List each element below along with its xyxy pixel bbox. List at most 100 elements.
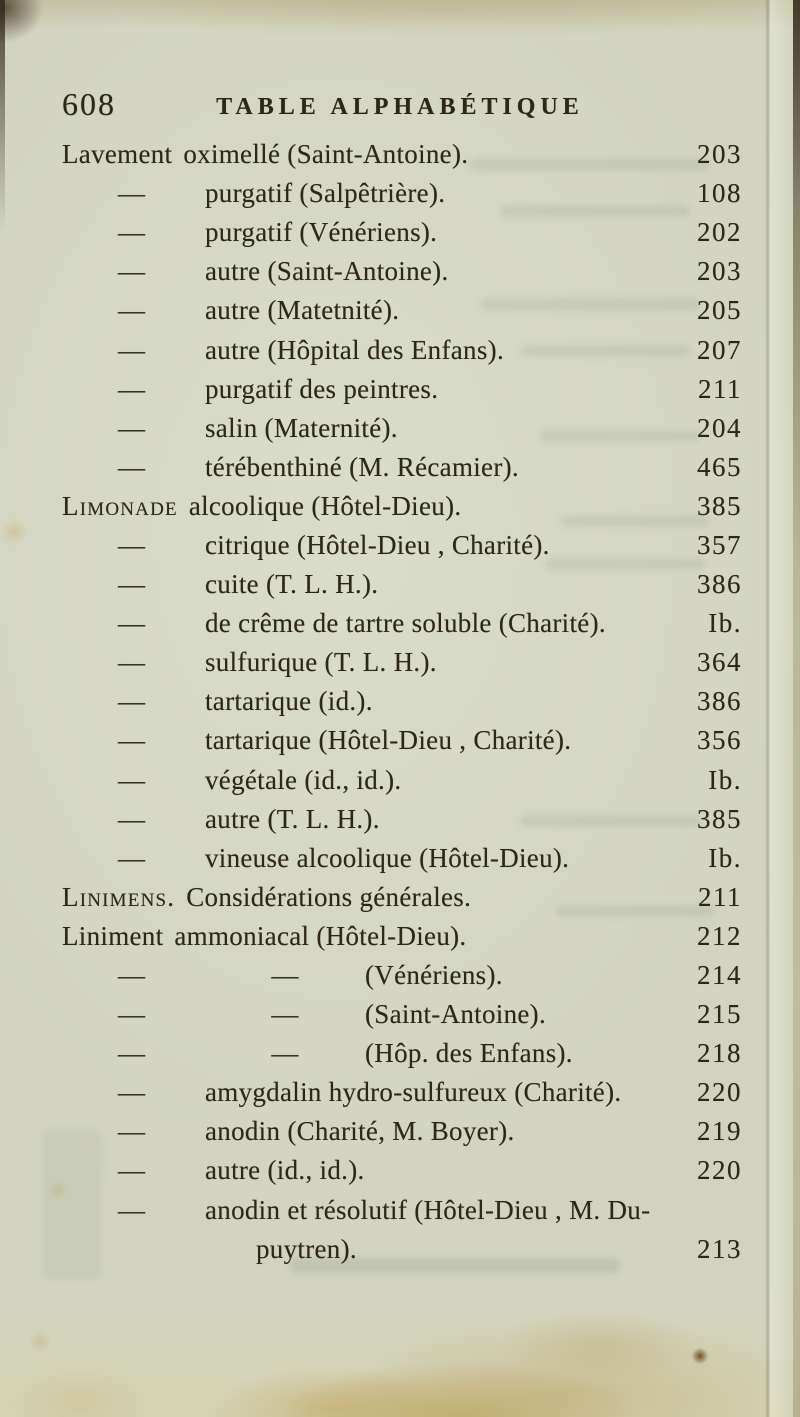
entry-text: végétale (id., id.). <box>205 764 402 795</box>
index-row: — sulfurique (T. L. H.). 364 <box>0 643 800 682</box>
entry-text: amygdalin hydro-sulfureux (Charité). <box>205 1077 622 1108</box>
entry-page-number: 356 <box>697 725 742 756</box>
index-row: Linimens. Considérations générales. 211 <box>0 878 800 917</box>
page-left-edge-shadow <box>0 0 5 230</box>
ditto-dash: — <box>118 295 146 326</box>
entry-page-number: 214 <box>697 960 742 991</box>
entry-text: salin (Maternité). <box>205 412 398 443</box>
entry-text: (Hôp. des Enfans). <box>365 1038 573 1069</box>
show-through-mark <box>470 158 710 171</box>
entry-text: térébenthiné (M. Récamier). <box>205 451 519 482</box>
index-row: — anodin (Charité, M. Boyer). 219 <box>0 1112 800 1151</box>
show-through-mark <box>520 815 700 827</box>
index-row: — amygdalin hydro-sulfureux (Charité). 220 <box>0 1073 800 1112</box>
page-right-edge-shadow <box>793 0 800 1417</box>
ditto-dash: — <box>118 960 146 991</box>
show-through-mark <box>500 205 690 217</box>
entry-page-number: Ib. <box>708 842 742 873</box>
ditto-dash: — <box>118 178 146 209</box>
entry-text: autre (T. L. H.). <box>205 803 380 834</box>
show-through-mark <box>560 515 710 527</box>
entry-text: citrique (Hôtel-Dieu , Charité). <box>205 529 550 560</box>
entry-text: cuite (T. L. H.). <box>205 569 379 600</box>
index-row: puytren). 213 <box>0 1230 800 1269</box>
entry-term: Limonade <box>62 490 178 521</box>
ditto-dash: — <box>271 1038 299 1069</box>
entry-page-number: 212 <box>697 920 742 951</box>
entry-page-number: Ib. <box>708 764 742 795</box>
index-row: — purgatif (Salpêtrière). 108 <box>0 174 800 213</box>
entry-page-number: 211 <box>698 373 742 404</box>
entry-text: anodin et résolutif (Hôtel-Dieu , M. Du- <box>205 1194 651 1225</box>
ditto-dash: — <box>118 764 146 795</box>
index-row: Lavement oximellé (Saint-Antoine). 203 <box>0 135 800 174</box>
index-row: — autre (Saint-Antoine). 203 <box>0 252 800 291</box>
ditto-dash: — <box>271 999 299 1030</box>
index-row: — tartarique (Hôtel-Dieu , Charité). 356 <box>0 721 800 760</box>
ditto-dash: — <box>118 1038 146 1069</box>
entry-text: purgatif des peintres. <box>205 373 439 404</box>
show-through-mark <box>545 558 705 570</box>
ditto-dash: — <box>271 960 299 991</box>
index-row: — térébenthiné (M. Récamier). 465 <box>0 448 800 487</box>
ditto-dash: — <box>118 1155 146 1186</box>
entry-text: autre (Matetnité). <box>205 295 400 326</box>
index-row: — tartarique (id.). 386 <box>0 682 800 721</box>
page-number: 608 <box>62 86 116 122</box>
entry-text: autre (Hôpital des Enfans). <box>205 334 504 365</box>
ditto-dash: — <box>118 1116 146 1147</box>
entry-text: ammoniacal (Hôtel-Dieu). <box>174 920 467 951</box>
ditto-dash: — <box>118 608 146 639</box>
entry-text: sulfurique (T. L. H.). <box>205 647 437 678</box>
entry-page-number: 108 <box>697 178 742 209</box>
ditto-dash: — <box>118 529 146 560</box>
index-row: — citrique (Hôtel-Dieu , Charité). 357 <box>0 526 800 565</box>
entry-page-number: 219 <box>697 1116 742 1147</box>
entry-page-number: 218 <box>697 1038 742 1069</box>
entry-text: autre (Saint-Antoine). <box>205 256 449 287</box>
entry-text: alcoolique (Hôtel-Dieu). <box>188 490 462 521</box>
ditto-dash: — <box>118 217 146 248</box>
entry-term: Lavement <box>62 139 173 170</box>
entry-page-number: 386 <box>697 569 742 600</box>
entry-text: tartarique (id.). <box>205 686 373 717</box>
ditto-dash: — <box>118 1194 146 1225</box>
entry-text: tartarique (Hôtel-Dieu , Charité). <box>205 725 572 756</box>
ditto-dash: — <box>118 999 146 1030</box>
entry-text: vineuse alcoolique (Hôtel-Dieu). <box>205 842 570 873</box>
entry-text: puytren). <box>256 1233 357 1264</box>
index-list: Lavement oximellé (Saint-Antoine). 203 — pur… <box>0 135 800 1269</box>
index-row: — autre (id., id.). 220 <box>0 1151 800 1190</box>
index-row: — salin (Maternité). 204 <box>0 409 800 448</box>
index-row: — — (Hôp. des Enfans). 218 <box>0 1034 800 1073</box>
entry-page-number: 215 <box>697 999 742 1030</box>
show-through-mark <box>480 298 700 311</box>
entry-page-number: 213 <box>697 1233 742 1264</box>
page-title: TABLE ALPHABÉTIQUE <box>216 94 584 120</box>
ditto-dash: — <box>118 1077 146 1108</box>
show-through-mark <box>42 1130 102 1280</box>
entry-page-number: 220 <box>697 1155 742 1186</box>
ditto-dash: — <box>118 451 146 482</box>
entry-page-number: 357 <box>697 529 742 560</box>
entry-text: anodin (Charité, M. Boyer). <box>205 1116 515 1147</box>
index-row: — autre (T. L. H.). 385 <box>0 800 800 839</box>
entry-text: Considérations générales. <box>186 881 472 912</box>
entry-text: purgatif (Salpêtrière). <box>205 178 446 209</box>
index-row: Liniment ammoniacal (Hôtel-Dieu). 212 <box>0 917 800 956</box>
entry-page-number: 203 <box>697 139 742 170</box>
entry-page-number: 204 <box>697 412 742 443</box>
entry-page-number: 205 <box>697 295 742 326</box>
page-crease <box>765 0 770 1417</box>
ditto-dash: — <box>118 803 146 834</box>
index-row: — autre (Matetnité). 205 <box>0 291 800 330</box>
entry-text: oximellé (Saint-Antoine). <box>183 139 469 170</box>
entry-page-number: 385 <box>697 803 742 834</box>
entry-text: autre (id., id.). <box>205 1155 365 1186</box>
ditto-dash: — <box>118 647 146 678</box>
index-row: — anodin et résolutif (Hôtel-Dieu , M. Du… <box>0 1191 800 1230</box>
index-row: Limonade alcoolique (Hôtel-Dieu). 385 <box>0 487 800 526</box>
show-through-mark <box>555 905 715 917</box>
show-through-mark <box>520 345 690 357</box>
